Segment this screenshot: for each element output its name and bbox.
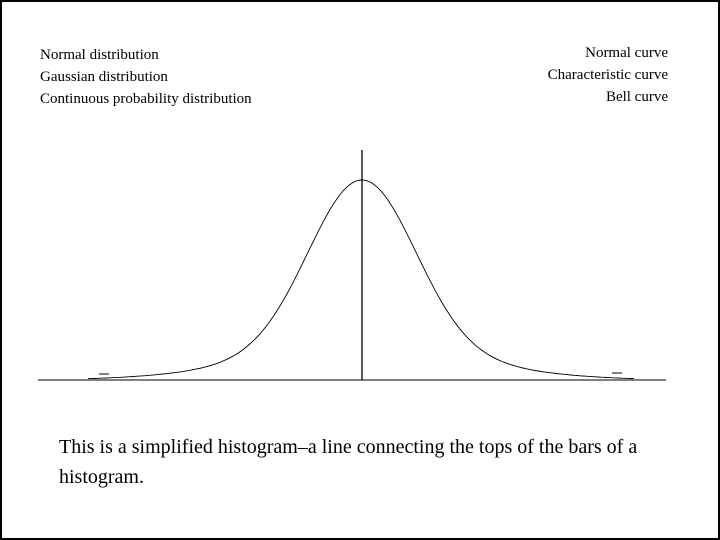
left-title-line-3: Continuous probability distribution [40,91,252,107]
left-title-line-2: Gaussian distribution [40,69,168,85]
caption: This is a simplified histogram–a line co… [59,436,638,488]
right-title-line-1: Normal curve [585,45,668,61]
right-title-line-3: Bell curve [605,89,668,105]
right-title-line-2: Characteristic curve [547,67,668,83]
bell-curve-path [87,179,635,380]
left-title-line-1: Normal distribution [40,47,159,63]
left-title-block: Normal distribution Gaussian distributio… [40,44,252,110]
right-title-block: Normal curve Characteristic curve Bell c… [548,42,668,108]
